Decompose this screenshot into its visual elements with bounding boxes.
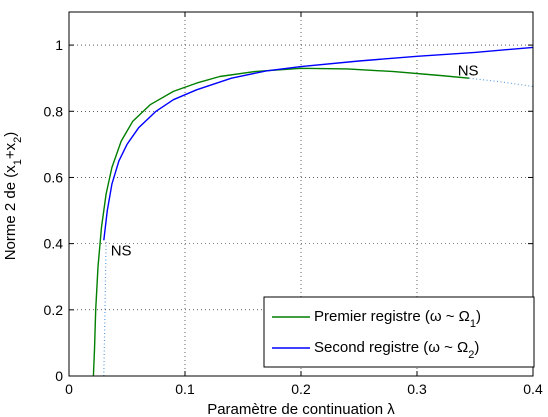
y-tick-label: 1 bbox=[55, 37, 63, 53]
unstable-branch-line bbox=[103, 240, 107, 377]
x-tick-label: 0.3 bbox=[407, 381, 427, 397]
legend-box bbox=[263, 296, 535, 368]
x-tick-label: 0 bbox=[65, 381, 73, 397]
series-layer bbox=[92, 46, 534, 377]
y-tick-label: 0.2 bbox=[44, 302, 64, 318]
legend-label-premier: Premier registre (ω ~ Ω1) bbox=[314, 308, 481, 330]
ns-annotation: NS bbox=[111, 243, 132, 260]
y-tick-label: 0.4 bbox=[44, 236, 64, 252]
series-line-2 bbox=[103, 46, 534, 241]
annotations: NS NS bbox=[111, 63, 479, 260]
ns-annotation: NS bbox=[458, 63, 479, 80]
legend-label-second: Second registre (ω ~ Ω2) bbox=[314, 339, 479, 361]
legend: Premier registre (ω ~ Ω1) Second registr… bbox=[263, 296, 535, 368]
x-tick-label: 0.2 bbox=[291, 381, 311, 397]
ticks: 0 0.1 0.2 0.3 0.4 0 0.2 0.4 0.6 0.8 1 bbox=[44, 12, 543, 397]
x-axis-label: Paramètre de continuation λ bbox=[207, 401, 395, 417]
y-axis-label: Norme 2 de (x1+x2) bbox=[2, 132, 24, 261]
x-tick-label: 0.1 bbox=[175, 381, 195, 397]
series-line-1 bbox=[92, 67, 470, 377]
unstable-branch-line bbox=[469, 77, 534, 88]
y-tick-label: 0.8 bbox=[44, 103, 64, 119]
y-tick-label: 0 bbox=[55, 368, 63, 384]
x-tick-label: 0.4 bbox=[523, 381, 543, 397]
y-tick-label: 0.6 bbox=[44, 169, 64, 185]
